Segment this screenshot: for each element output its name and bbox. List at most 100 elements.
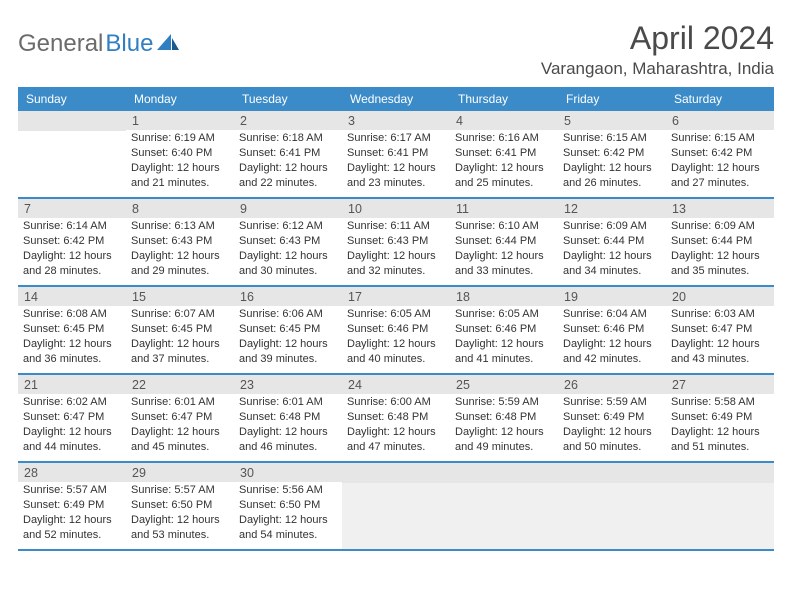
calendar-cell bbox=[18, 111, 126, 197]
daylight-text: Daylight: 12 hours and 43 minutes. bbox=[671, 337, 769, 367]
daylight-text: Daylight: 12 hours and 50 minutes. bbox=[563, 425, 661, 455]
sunrise-text: Sunrise: 6:01 AM bbox=[239, 395, 337, 410]
sunrise-text: Sunrise: 6:15 AM bbox=[563, 131, 661, 146]
calendar-cell: 18Sunrise: 6:05 AMSunset: 6:46 PMDayligh… bbox=[450, 287, 558, 373]
day-details: Sunrise: 5:58 AMSunset: 6:49 PMDaylight:… bbox=[666, 394, 774, 458]
daylight-text: Daylight: 12 hours and 23 minutes. bbox=[347, 161, 445, 191]
weekday-header: Tuesday bbox=[234, 87, 342, 111]
daylight-text: Daylight: 12 hours and 29 minutes. bbox=[131, 249, 229, 279]
daynum-empty bbox=[18, 111, 126, 131]
sunset-text: Sunset: 6:50 PM bbox=[131, 498, 229, 513]
calendar-cell bbox=[450, 463, 558, 549]
sunset-text: Sunset: 6:43 PM bbox=[131, 234, 229, 249]
daynum-empty bbox=[450, 463, 558, 483]
calendar-week-row: 21Sunrise: 6:02 AMSunset: 6:47 PMDayligh… bbox=[18, 375, 774, 463]
day-details: Sunrise: 6:02 AMSunset: 6:47 PMDaylight:… bbox=[18, 394, 126, 458]
day-number: 1 bbox=[126, 111, 234, 130]
calendar-cell: 28Sunrise: 5:57 AMSunset: 6:49 PMDayligh… bbox=[18, 463, 126, 549]
day-number: 11 bbox=[450, 199, 558, 218]
weekday-header: Friday bbox=[558, 87, 666, 111]
day-number: 29 bbox=[126, 463, 234, 482]
sunrise-text: Sunrise: 6:01 AM bbox=[131, 395, 229, 410]
day-number: 16 bbox=[234, 287, 342, 306]
day-details: Sunrise: 6:09 AMSunset: 6:44 PMDaylight:… bbox=[558, 218, 666, 282]
sunrise-text: Sunrise: 6:19 AM bbox=[131, 131, 229, 146]
daylight-text: Daylight: 12 hours and 21 minutes. bbox=[131, 161, 229, 191]
daylight-text: Daylight: 12 hours and 49 minutes. bbox=[455, 425, 553, 455]
calendar-cell bbox=[558, 463, 666, 549]
daylight-text: Daylight: 12 hours and 26 minutes. bbox=[563, 161, 661, 191]
sunrise-text: Sunrise: 6:16 AM bbox=[455, 131, 553, 146]
calendar-cell: 19Sunrise: 6:04 AMSunset: 6:46 PMDayligh… bbox=[558, 287, 666, 373]
day-number: 26 bbox=[558, 375, 666, 394]
sunrise-text: Sunrise: 6:00 AM bbox=[347, 395, 445, 410]
daylight-text: Daylight: 12 hours and 35 minutes. bbox=[671, 249, 769, 279]
sunset-text: Sunset: 6:41 PM bbox=[455, 146, 553, 161]
day-number: 21 bbox=[18, 375, 126, 394]
day-number: 18 bbox=[450, 287, 558, 306]
calendar-cell: 8Sunrise: 6:13 AMSunset: 6:43 PMDaylight… bbox=[126, 199, 234, 285]
daynum-empty bbox=[558, 463, 666, 483]
day-number: 2 bbox=[234, 111, 342, 130]
sunset-text: Sunset: 6:42 PM bbox=[563, 146, 661, 161]
day-number: 7 bbox=[18, 199, 126, 218]
daylight-text: Daylight: 12 hours and 32 minutes. bbox=[347, 249, 445, 279]
sunrise-text: Sunrise: 6:09 AM bbox=[563, 219, 661, 234]
calendar: SundayMondayTuesdayWednesdayThursdayFrid… bbox=[18, 87, 774, 551]
calendar-cell: 4Sunrise: 6:16 AMSunset: 6:41 PMDaylight… bbox=[450, 111, 558, 197]
calendar-cell: 15Sunrise: 6:07 AMSunset: 6:45 PMDayligh… bbox=[126, 287, 234, 373]
calendar-cell: 17Sunrise: 6:05 AMSunset: 6:46 PMDayligh… bbox=[342, 287, 450, 373]
day-number: 13 bbox=[666, 199, 774, 218]
calendar-cell: 5Sunrise: 6:15 AMSunset: 6:42 PMDaylight… bbox=[558, 111, 666, 197]
day-details: Sunrise: 6:03 AMSunset: 6:47 PMDaylight:… bbox=[666, 306, 774, 370]
day-details: Sunrise: 5:59 AMSunset: 6:49 PMDaylight:… bbox=[558, 394, 666, 458]
day-number: 17 bbox=[342, 287, 450, 306]
logo: GeneralBlue bbox=[18, 20, 179, 58]
calendar-cell: 3Sunrise: 6:17 AMSunset: 6:41 PMDaylight… bbox=[342, 111, 450, 197]
calendar-cell: 30Sunrise: 5:56 AMSunset: 6:50 PMDayligh… bbox=[234, 463, 342, 549]
calendar-cell: 20Sunrise: 6:03 AMSunset: 6:47 PMDayligh… bbox=[666, 287, 774, 373]
sunset-text: Sunset: 6:45 PM bbox=[239, 322, 337, 337]
calendar-cell: 24Sunrise: 6:00 AMSunset: 6:48 PMDayligh… bbox=[342, 375, 450, 461]
sunset-text: Sunset: 6:44 PM bbox=[455, 234, 553, 249]
day-number: 3 bbox=[342, 111, 450, 130]
day-number: 24 bbox=[342, 375, 450, 394]
daylight-text: Daylight: 12 hours and 22 minutes. bbox=[239, 161, 337, 191]
daylight-text: Daylight: 12 hours and 37 minutes. bbox=[131, 337, 229, 367]
sunrise-text: Sunrise: 6:12 AM bbox=[239, 219, 337, 234]
sunset-text: Sunset: 6:46 PM bbox=[347, 322, 445, 337]
day-number: 25 bbox=[450, 375, 558, 394]
weekday-header: Wednesday bbox=[342, 87, 450, 111]
daylight-text: Daylight: 12 hours and 39 minutes. bbox=[239, 337, 337, 367]
calendar-week-row: 7Sunrise: 6:14 AMSunset: 6:42 PMDaylight… bbox=[18, 199, 774, 287]
sunset-text: Sunset: 6:41 PM bbox=[239, 146, 337, 161]
calendar-cell: 25Sunrise: 5:59 AMSunset: 6:48 PMDayligh… bbox=[450, 375, 558, 461]
day-number: 6 bbox=[666, 111, 774, 130]
sunrise-text: Sunrise: 6:05 AM bbox=[347, 307, 445, 322]
sunset-text: Sunset: 6:46 PM bbox=[455, 322, 553, 337]
day-number: 27 bbox=[666, 375, 774, 394]
day-number: 8 bbox=[126, 199, 234, 218]
location: Varangaon, Maharashtra, India bbox=[541, 59, 774, 79]
daylight-text: Daylight: 12 hours and 53 minutes. bbox=[131, 513, 229, 543]
calendar-cell: 16Sunrise: 6:06 AMSunset: 6:45 PMDayligh… bbox=[234, 287, 342, 373]
day-details: Sunrise: 5:59 AMSunset: 6:48 PMDaylight:… bbox=[450, 394, 558, 458]
day-details: Sunrise: 6:06 AMSunset: 6:45 PMDaylight:… bbox=[234, 306, 342, 370]
daylight-text: Daylight: 12 hours and 36 minutes. bbox=[23, 337, 121, 367]
daynum-empty bbox=[666, 463, 774, 483]
sunrise-text: Sunrise: 6:17 AM bbox=[347, 131, 445, 146]
sunrise-text: Sunrise: 5:56 AM bbox=[239, 483, 337, 498]
calendar-cell bbox=[342, 463, 450, 549]
day-details: Sunrise: 6:01 AMSunset: 6:48 PMDaylight:… bbox=[234, 394, 342, 458]
day-details: Sunrise: 6:11 AMSunset: 6:43 PMDaylight:… bbox=[342, 218, 450, 282]
day-details: Sunrise: 6:14 AMSunset: 6:42 PMDaylight:… bbox=[18, 218, 126, 282]
calendar-cell: 29Sunrise: 5:57 AMSunset: 6:50 PMDayligh… bbox=[126, 463, 234, 549]
calendar-cell: 22Sunrise: 6:01 AMSunset: 6:47 PMDayligh… bbox=[126, 375, 234, 461]
day-details: Sunrise: 6:15 AMSunset: 6:42 PMDaylight:… bbox=[666, 130, 774, 194]
sunrise-text: Sunrise: 6:14 AM bbox=[23, 219, 121, 234]
weekday-header: Thursday bbox=[450, 87, 558, 111]
calendar-cell: 21Sunrise: 6:02 AMSunset: 6:47 PMDayligh… bbox=[18, 375, 126, 461]
day-details: Sunrise: 6:09 AMSunset: 6:44 PMDaylight:… bbox=[666, 218, 774, 282]
daylight-text: Daylight: 12 hours and 46 minutes. bbox=[239, 425, 337, 455]
day-number: 4 bbox=[450, 111, 558, 130]
